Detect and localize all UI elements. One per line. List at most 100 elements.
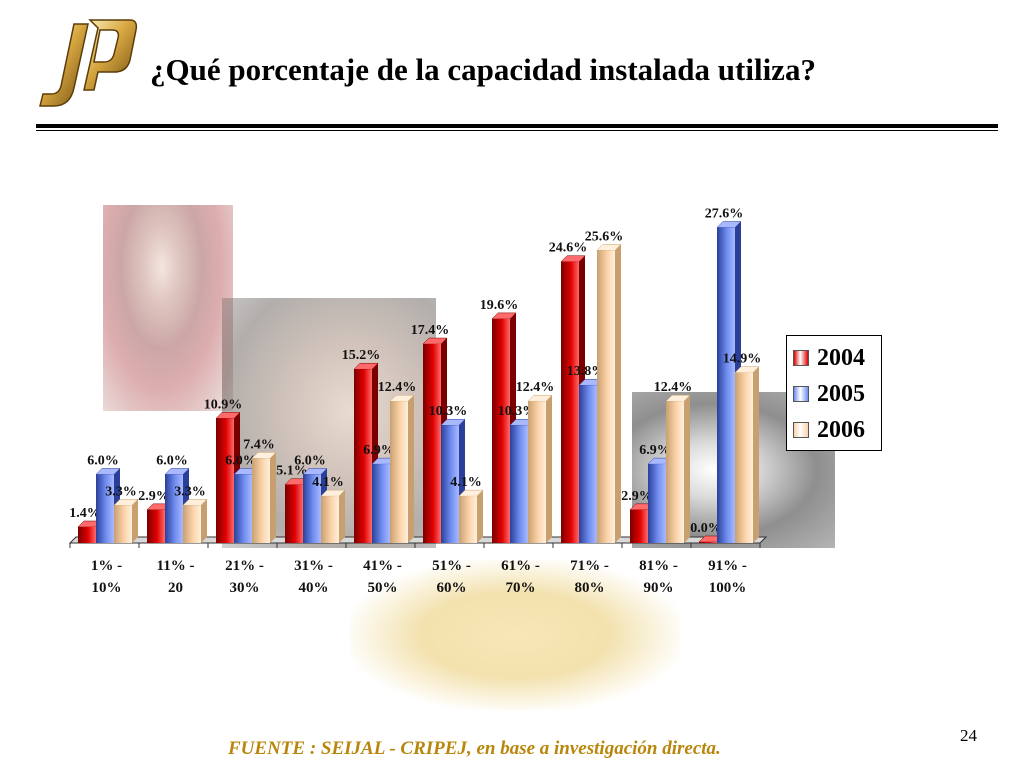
- x-tick-label-8-0: 81% -: [639, 558, 678, 574]
- bar-side-2006-9: [753, 366, 759, 543]
- bar-2006-4: [390, 401, 408, 543]
- bar-2005-1: [165, 474, 183, 543]
- legend-label-2006: 2006: [817, 416, 865, 443]
- bar-2006-2: [252, 458, 270, 543]
- data-label-2005-0: 6.0%: [87, 453, 119, 468]
- data-label-2006-9: 14.9%: [723, 352, 762, 367]
- x-tick-label-6-1: 70%: [506, 580, 536, 596]
- background-photo-woman: [103, 205, 233, 411]
- data-label-2006-5: 4.1%: [450, 475, 482, 490]
- bar-side-2006-4: [408, 395, 414, 543]
- source-footer: FUENTE : SEIJAL - CRIPEJ, en base a inve…: [228, 738, 721, 759]
- data-label-2006-6: 12.4%: [516, 380, 555, 395]
- bar-2006-3: [321, 496, 339, 543]
- x-tick-label-7-0: 71% -: [570, 558, 609, 574]
- x-tick-label-9-1: 100%: [709, 580, 747, 596]
- x-tick-label-1-0: 11% -: [157, 558, 195, 574]
- bar-2005-0: [96, 474, 114, 543]
- x-tick-label-9-0: 91% -: [708, 558, 747, 574]
- bar-2006-1: [183, 505, 201, 543]
- background-photo-gold: [350, 560, 680, 710]
- data-label-2005-8: 6.9%: [639, 443, 671, 458]
- bar-2006-0: [114, 505, 132, 543]
- data-label-2004-3: 5.1%: [276, 464, 308, 479]
- x-tick-label-3-0: 31% -: [294, 558, 333, 574]
- bar-2006-9: [735, 372, 753, 543]
- bar-top-2006-5: [458, 489, 484, 497]
- data-label-2005-2: 6.0%: [225, 453, 257, 468]
- data-label-2004-2: 10.9%: [204, 397, 243, 412]
- data-label-2005-6: 10.3%: [498, 404, 537, 419]
- data-label-2006-2: 7.4%: [243, 437, 275, 452]
- x-tick-label-8-1: 90%: [644, 580, 674, 596]
- x-tick-label-0-0: 1% -: [91, 558, 122, 574]
- bar-2004-1: [147, 509, 165, 543]
- data-label-2005-5: 10.3%: [429, 404, 468, 419]
- slide-title: ¿Qué porcentaje de la capacidad instalad…: [150, 52, 816, 87]
- bar-2005-5: [441, 425, 459, 543]
- bar-2005-2: [234, 474, 252, 543]
- x-tick-label-0-1: 10%: [92, 580, 122, 596]
- bar-2005-6: [510, 425, 528, 543]
- bar-side-2006-8: [684, 395, 690, 543]
- x-tick-label-4-1: 50%: [368, 580, 398, 596]
- data-label-2005-1: 6.0%: [156, 453, 188, 468]
- x-tick-label-2-0: 21% -: [225, 558, 264, 574]
- bar-2004-7: [561, 261, 579, 543]
- legend-swatch-2005: [793, 386, 809, 402]
- x-tick-label-3-1: 40%: [299, 580, 329, 596]
- x-tick-label-4-0: 41% -: [363, 558, 402, 574]
- title-divider-thick: [36, 124, 998, 128]
- bar-side-2006-3: [339, 490, 345, 543]
- bar-side-2006-7: [615, 244, 621, 543]
- data-label-2004-1: 2.9%: [138, 489, 170, 504]
- bar-2006-6: [528, 401, 546, 543]
- data-label-2004-8: 2.9%: [621, 489, 653, 504]
- bar-2004-0: [78, 526, 96, 543]
- data-label-2004-4: 15.2%: [342, 348, 381, 363]
- bar-top-2006-3: [320, 489, 346, 497]
- bar-2005-3: [303, 474, 321, 543]
- bar-side-2006-1: [201, 499, 207, 543]
- bar-2004-9: [699, 542, 717, 543]
- bar-2004-5: [423, 344, 441, 543]
- bar-2004-2: [216, 418, 234, 543]
- legend-item-2004: 2004: [793, 340, 875, 376]
- data-label-2004-5: 17.4%: [411, 323, 450, 338]
- page-number: 24: [960, 726, 977, 745]
- data-label-2004-7: 24.6%: [549, 241, 588, 256]
- bar-2004-3: [285, 484, 303, 543]
- x-tick-label-2-1: 30%: [230, 580, 260, 596]
- data-label-2005-4: 6.9%: [363, 443, 395, 458]
- x-tick-label-5-0: 51% -: [432, 558, 471, 574]
- legend-item-2005: 2005: [793, 376, 875, 412]
- x-tick-label-7-1: 80%: [575, 580, 605, 596]
- bar-2005-8: [648, 464, 666, 543]
- data-label-2006-0: 3.3%: [105, 484, 137, 499]
- bar-2004-4: [354, 369, 372, 543]
- bar-top-2006-9: [734, 366, 760, 373]
- data-label-2006-8: 12.4%: [654, 380, 693, 395]
- legend-swatch-2006: [793, 422, 809, 438]
- data-label-2006-1: 3.3%: [174, 484, 206, 499]
- x-tick-label-5-1: 60%: [437, 580, 467, 596]
- data-label-2004-9: 0.0%: [690, 521, 722, 536]
- bar-side-2006-2: [270, 452, 276, 543]
- data-label-2005-9: 27.6%: [705, 206, 744, 221]
- legend-swatch-2004: [793, 350, 809, 366]
- x-tick-label-1-1: 20: [168, 580, 183, 596]
- legend-label-2004: 2004: [817, 344, 865, 371]
- x-tick-label-6-0: 61% -: [501, 558, 540, 574]
- bar-side-2006-6: [546, 395, 552, 543]
- data-label-2005-3: 6.0%: [294, 453, 326, 468]
- bar-2005-9: [717, 227, 735, 543]
- legend-item-2006: 2006: [793, 412, 875, 448]
- bar-2006-5: [459, 496, 477, 543]
- bar-side-2006-5: [477, 490, 483, 543]
- data-label-2004-6: 19.6%: [480, 298, 519, 313]
- bar-2005-7: [579, 385, 597, 543]
- chart-legend: 2004 2005 2006: [786, 335, 882, 451]
- bar-top-2006-2: [251, 452, 277, 459]
- title-divider-thin: [36, 130, 998, 131]
